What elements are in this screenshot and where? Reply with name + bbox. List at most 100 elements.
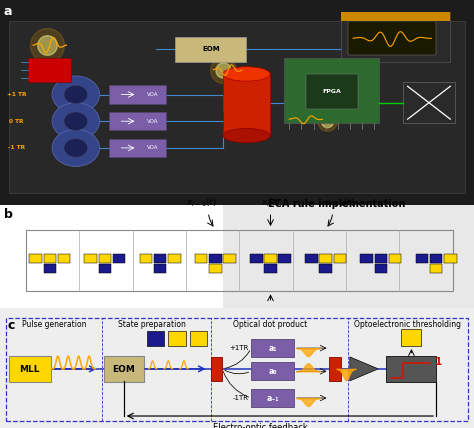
FancyBboxPatch shape bbox=[360, 254, 373, 263]
FancyBboxPatch shape bbox=[99, 254, 111, 263]
Text: $x_{i+1}(t)$: $x_{i+1}(t)$ bbox=[324, 197, 356, 209]
FancyBboxPatch shape bbox=[195, 254, 207, 263]
Bar bbox=[109, 112, 166, 130]
FancyBboxPatch shape bbox=[154, 254, 166, 263]
Text: $x_{i-1}(t)$: $x_{i-1}(t)$ bbox=[186, 197, 217, 209]
FancyBboxPatch shape bbox=[9, 357, 51, 382]
Text: a₀: a₀ bbox=[268, 367, 277, 376]
Point bbox=[44, 42, 51, 49]
Text: VOA: VOA bbox=[147, 119, 158, 124]
Text: VOA: VOA bbox=[147, 92, 158, 97]
Ellipse shape bbox=[64, 139, 88, 157]
Point bbox=[44, 42, 51, 49]
Text: ECA rule implementation: ECA rule implementation bbox=[268, 199, 405, 209]
Ellipse shape bbox=[223, 128, 270, 143]
FancyBboxPatch shape bbox=[374, 265, 387, 273]
Ellipse shape bbox=[223, 67, 270, 81]
Text: +1TR: +1TR bbox=[229, 345, 249, 351]
FancyBboxPatch shape bbox=[264, 254, 277, 263]
Bar bbox=[168, 331, 186, 346]
Bar bbox=[341, 12, 450, 62]
Bar bbox=[403, 82, 455, 123]
Bar bbox=[26, 230, 453, 291]
Point bbox=[219, 66, 227, 73]
Text: b: b bbox=[4, 208, 13, 221]
Text: -1 TR: -1 TR bbox=[8, 146, 25, 150]
FancyBboxPatch shape bbox=[264, 265, 277, 273]
FancyBboxPatch shape bbox=[140, 254, 152, 263]
FancyBboxPatch shape bbox=[113, 254, 126, 263]
Bar bbox=[348, 21, 436, 56]
Bar bbox=[401, 329, 421, 346]
FancyBboxPatch shape bbox=[250, 254, 263, 263]
Text: c: c bbox=[7, 319, 15, 332]
Point bbox=[323, 118, 331, 125]
FancyBboxPatch shape bbox=[223, 254, 236, 263]
FancyBboxPatch shape bbox=[430, 265, 442, 273]
FancyBboxPatch shape bbox=[251, 389, 294, 407]
Point bbox=[219, 66, 227, 73]
Text: State preparation: State preparation bbox=[118, 320, 186, 329]
FancyBboxPatch shape bbox=[209, 254, 221, 263]
Bar bbox=[28, 57, 71, 82]
FancyBboxPatch shape bbox=[279, 254, 291, 263]
Polygon shape bbox=[350, 357, 378, 381]
Text: FPGA: FPGA bbox=[322, 89, 341, 94]
Bar bbox=[223, 74, 270, 136]
Bar bbox=[175, 37, 246, 62]
Polygon shape bbox=[9, 21, 465, 193]
FancyBboxPatch shape bbox=[44, 254, 56, 263]
FancyBboxPatch shape bbox=[444, 254, 456, 263]
FancyBboxPatch shape bbox=[168, 254, 181, 263]
FancyBboxPatch shape bbox=[334, 254, 346, 263]
Text: a₋₁: a₋₁ bbox=[266, 393, 279, 403]
Bar bbox=[211, 357, 222, 381]
Text: MLL: MLL bbox=[19, 365, 40, 374]
Point bbox=[323, 118, 331, 125]
Text: 0 TR: 0 TR bbox=[9, 119, 24, 124]
Ellipse shape bbox=[52, 129, 100, 166]
FancyBboxPatch shape bbox=[319, 254, 332, 263]
Ellipse shape bbox=[52, 76, 100, 113]
FancyBboxPatch shape bbox=[251, 362, 294, 380]
Text: Electro-optic feedback: Electro-optic feedback bbox=[213, 423, 308, 428]
Text: EOM: EOM bbox=[202, 46, 220, 52]
Text: -1TR: -1TR bbox=[233, 395, 249, 401]
Text: Optoelectronic thresholding: Optoelectronic thresholding bbox=[354, 320, 461, 329]
Bar bbox=[306, 74, 358, 109]
Text: a₁: a₁ bbox=[268, 344, 277, 353]
Text: Pulse generation: Pulse generation bbox=[22, 320, 87, 329]
Text: EOM: EOM bbox=[112, 365, 135, 374]
Bar bbox=[109, 86, 166, 104]
FancyBboxPatch shape bbox=[44, 265, 56, 273]
Text: a: a bbox=[4, 5, 12, 18]
Text: $x_i(t)$: $x_i(t)$ bbox=[261, 197, 280, 209]
Ellipse shape bbox=[52, 103, 100, 140]
FancyBboxPatch shape bbox=[389, 254, 401, 263]
FancyBboxPatch shape bbox=[251, 339, 294, 357]
Bar bbox=[109, 139, 166, 157]
Text: +1 TR: +1 TR bbox=[7, 92, 27, 97]
FancyBboxPatch shape bbox=[305, 254, 318, 263]
Ellipse shape bbox=[64, 112, 88, 131]
FancyBboxPatch shape bbox=[416, 254, 428, 263]
Bar bbox=[341, 12, 450, 21]
FancyBboxPatch shape bbox=[374, 254, 387, 263]
FancyBboxPatch shape bbox=[319, 265, 332, 273]
FancyBboxPatch shape bbox=[99, 265, 111, 273]
Bar bbox=[329, 357, 341, 381]
Text: 1: 1 bbox=[435, 357, 442, 367]
Bar bbox=[147, 331, 164, 346]
FancyBboxPatch shape bbox=[84, 254, 97, 263]
Polygon shape bbox=[223, 205, 474, 310]
FancyBboxPatch shape bbox=[154, 265, 166, 273]
Text: VOA: VOA bbox=[147, 146, 158, 150]
FancyBboxPatch shape bbox=[386, 356, 436, 382]
FancyBboxPatch shape bbox=[430, 254, 442, 263]
Text: Optical dot product: Optical dot product bbox=[233, 320, 307, 329]
Bar bbox=[284, 57, 379, 123]
FancyBboxPatch shape bbox=[58, 254, 70, 263]
Bar bbox=[190, 331, 207, 346]
FancyBboxPatch shape bbox=[29, 254, 42, 263]
Ellipse shape bbox=[64, 85, 88, 104]
